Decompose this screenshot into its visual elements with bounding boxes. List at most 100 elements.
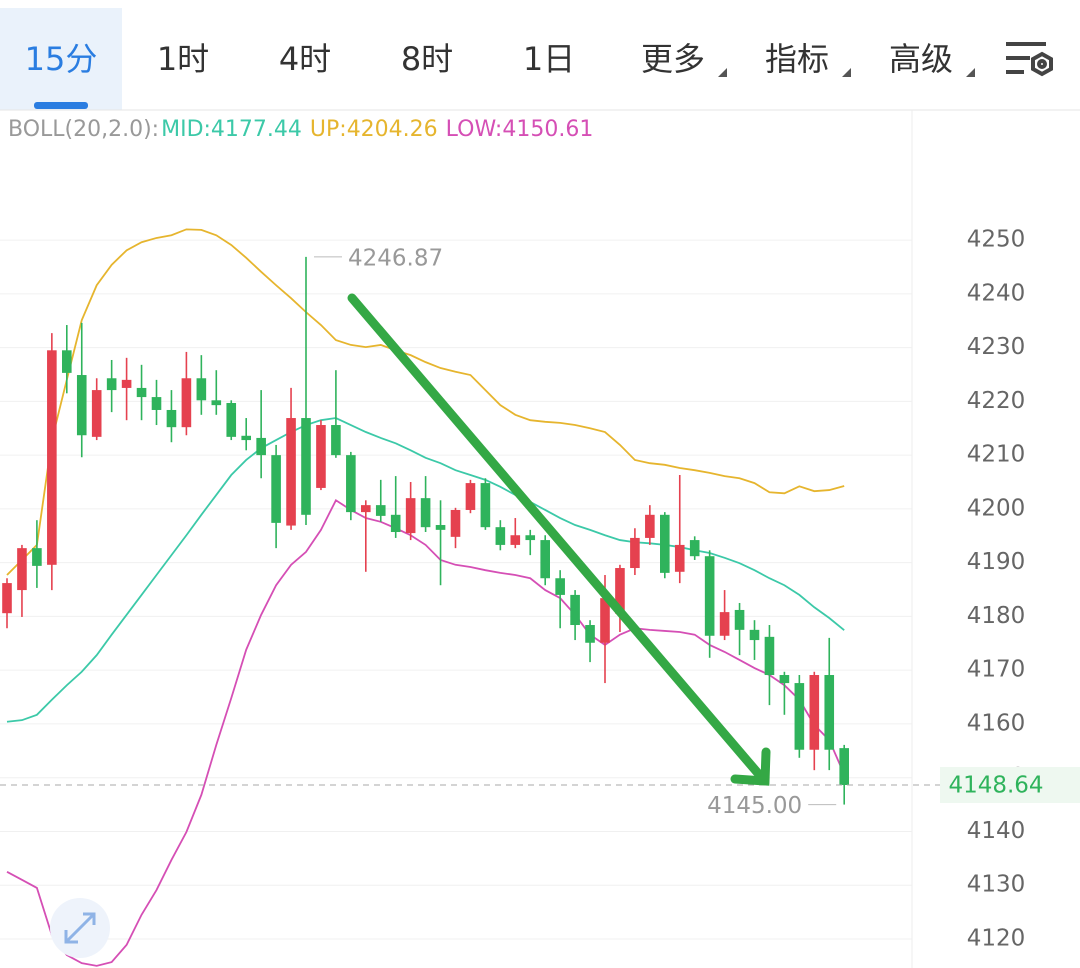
candle-body (196, 378, 207, 401)
candle-body (226, 402, 237, 437)
candle-body (660, 514, 670, 573)
candle-body (390, 514, 401, 533)
candle-body (600, 598, 610, 643)
candle-body (465, 483, 476, 510)
tab[interactable]: 1时 (157, 40, 209, 78)
current-price-label: 4148.64 (948, 773, 1043, 799)
tab[interactable]: 4时 (279, 40, 331, 78)
y-tick-label: 4140 (967, 818, 1026, 844)
candle-body (76, 375, 87, 436)
candle-body (749, 629, 760, 641)
dropdown-caret (842, 68, 851, 77)
candle-body (331, 425, 341, 456)
tab[interactable]: 指标 (765, 40, 829, 78)
candle-body (450, 509, 461, 537)
y-tick-label: 4120 (967, 925, 1026, 951)
candle-body (375, 505, 386, 516)
active-tab-bg (0, 8, 122, 110)
annotation-label: 4145.00 (707, 793, 802, 819)
expand-icon[interactable] (50, 898, 110, 958)
candle-body (316, 425, 326, 488)
candle-body (839, 748, 849, 786)
candle-body (794, 683, 805, 750)
tab[interactable]: 15分 (25, 40, 98, 78)
indicator-value: UP:4204.26 (310, 117, 438, 142)
candle-body (704, 556, 715, 636)
candle-body (346, 455, 356, 513)
candle-body (361, 505, 371, 513)
candle-body (271, 455, 281, 523)
candle-body (480, 483, 491, 528)
candle-body (585, 625, 595, 643)
trend-arrow (347, 293, 771, 786)
dropdown-caret (718, 68, 727, 77)
dropdown-caret (966, 68, 975, 77)
candle-body (570, 594, 580, 626)
candle-body (106, 378, 117, 391)
candle-body (166, 409, 177, 428)
candle-body (121, 379, 132, 388)
candle-body (241, 435, 251, 441)
y-tick-label: 4230 (967, 334, 1026, 360)
candle-body (181, 378, 192, 428)
y-tick-label: 4180 (967, 603, 1026, 629)
candle-body (301, 418, 311, 515)
tab[interactable]: 1日 (523, 40, 575, 78)
current-price-box (940, 767, 1080, 804)
tab[interactable]: 高级 (889, 40, 953, 78)
candle-body (555, 578, 565, 595)
candle-body (824, 675, 835, 750)
indicator-value: LOW:4150.61 (446, 117, 594, 142)
annotation-label: 4246.87 (348, 245, 443, 271)
candle-body (151, 397, 162, 410)
indicator-value: MID:4177.44 (161, 117, 302, 142)
y-tick-label: 4240 (967, 280, 1026, 306)
candle-body (211, 400, 222, 406)
candle-body (615, 568, 625, 614)
y-tick-label: 4210 (967, 442, 1026, 468)
candle-body (689, 540, 700, 557)
candle-body (256, 437, 266, 456)
candle-body (779, 675, 790, 684)
tab[interactable]: 8时 (401, 40, 453, 78)
active-tab-indicator (34, 102, 88, 109)
candle-body (734, 609, 745, 630)
y-tick-label: 4130 (967, 872, 1026, 898)
candle-body (495, 527, 506, 545)
candle-body (405, 498, 416, 534)
y-tick-label: 4250 (967, 227, 1026, 253)
candle-body (540, 540, 550, 579)
settings-icon[interactable] (1006, 42, 1053, 77)
boll-line (6, 228, 845, 576)
candle-body (764, 636, 775, 676)
candle-body (136, 387, 147, 398)
tab[interactable]: 更多 (641, 40, 705, 78)
candle-body (674, 544, 685, 572)
candle-body (62, 350, 72, 373)
candle-body (17, 548, 27, 591)
candle-body (719, 612, 730, 636)
candle-body (525, 535, 536, 541)
boll-line (6, 498, 846, 967)
y-tick-label: 4170 (967, 657, 1026, 683)
y-tick-label: 4190 (967, 549, 1026, 575)
candle-body (510, 535, 521, 545)
candle-body (645, 514, 655, 538)
candle-body (630, 537, 640, 569)
y-tick-label: 4160 (967, 710, 1026, 736)
boll-line (6, 417, 845, 723)
indicator-label: BOLL(20,2.0): (8, 117, 159, 142)
y-tick-label: 4200 (967, 495, 1026, 521)
candle-body (2, 583, 12, 614)
candle-body (286, 418, 296, 526)
candle-body (47, 350, 57, 565)
candle-body (435, 525, 446, 530)
candle-body (809, 675, 820, 750)
candle-body (91, 390, 102, 437)
y-tick-label: 4220 (967, 388, 1026, 414)
candle-body (420, 498, 431, 528)
candle-body (32, 548, 42, 566)
